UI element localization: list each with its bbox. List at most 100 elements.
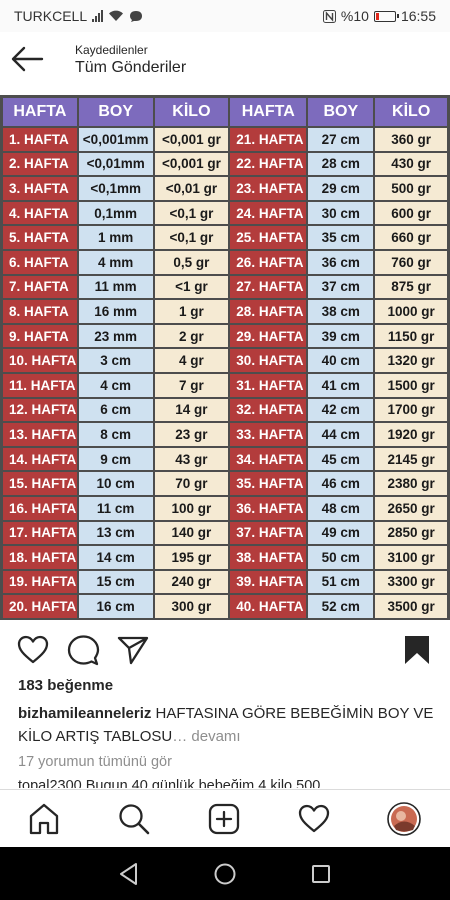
week-cell: 16. HAFTA	[3, 496, 77, 520]
length-cell: 45 cm	[308, 447, 374, 471]
week-cell: 40. HAFTA	[230, 595, 307, 618]
weight-cell: 2 gr	[154, 324, 229, 348]
length-cell: 52 cm	[308, 595, 374, 618]
carrier-name: TURKCELL	[14, 8, 88, 24]
weight-cell: 430 gr	[375, 152, 447, 176]
week-cell: 1. HAFTA	[3, 128, 77, 151]
nav-profile[interactable]	[387, 802, 421, 836]
post-image[interactable]: HAFTA BOY KİLO HAFTA BOY KİLO 1. HAFTA <0…	[0, 95, 450, 620]
length-cell: 40 cm	[308, 349, 374, 372]
week-cell: 26. HAFTA	[230, 250, 307, 274]
length-cell: 11 cm	[78, 496, 153, 520]
length-cell: <0,001mm	[78, 128, 153, 151]
weight-cell: 2145 gr	[375, 447, 447, 471]
length-cell: 48 cm	[308, 496, 374, 520]
length-cell: 35 cm	[308, 226, 374, 249]
weight-cell: 4 gr	[154, 349, 229, 372]
system-nav-bar	[0, 847, 450, 900]
weight-cell: 23 gr	[154, 423, 229, 446]
comment-button[interactable]	[66, 633, 100, 667]
length-cell: 3 cm	[78, 349, 153, 372]
week-cell: 7. HAFTA	[3, 275, 77, 299]
share-button[interactable]	[116, 633, 150, 667]
week-cell: 11. HAFTA	[3, 373, 77, 397]
nav-search[interactable]	[117, 802, 151, 836]
save-button[interactable]	[402, 633, 436, 667]
weight-cell: 3500 gr	[375, 595, 447, 618]
nav-activity[interactable]	[297, 802, 331, 836]
likes-count[interactable]: 183 beğenme	[18, 677, 114, 694]
add-post-icon	[208, 803, 240, 835]
growth-table: HAFTA BOY KİLO HAFTA BOY KİLO 1. HAFTA <0…	[1, 96, 449, 620]
like-button[interactable]	[16, 633, 50, 667]
table-row: 16. HAFTA 11 cm 100 gr 36. HAFTA 48 cm 2650 g…	[3, 496, 447, 520]
week-cell: 34. HAFTA	[230, 447, 307, 471]
column-header: HAFTA	[230, 98, 307, 126]
system-home-button[interactable]	[212, 861, 238, 887]
length-cell: 49 cm	[308, 521, 374, 545]
weight-cell: <1 gr	[154, 275, 229, 299]
weight-cell: 1000 gr	[375, 300, 447, 323]
heart-icon	[17, 635, 49, 664]
length-cell: 1 mm	[78, 226, 153, 249]
table-row: 2. HAFTA <0,01mm <0,001 gr 22. HAFTA 28 cm 43…	[3, 152, 447, 176]
week-cell: 29. HAFTA	[230, 324, 307, 348]
weight-cell: 875 gr	[375, 275, 447, 299]
weight-cell: 1500 gr	[375, 373, 447, 397]
week-cell: 33. HAFTA	[230, 423, 307, 446]
weight-cell: 2850 gr	[375, 521, 447, 545]
caption-username[interactable]: bizhamileanneleriz	[18, 705, 152, 722]
header-title: Tüm Gönderiler	[75, 59, 187, 76]
table-row: 1. HAFTA <0,001mm <0,001 gr 21. HAFTA 27 cm 3…	[3, 128, 447, 151]
weight-cell: 760 gr	[375, 250, 447, 274]
length-cell: 6 cm	[78, 398, 153, 422]
view-all-comments-link[interactable]: 17 yorumun tümünü gör	[18, 754, 172, 770]
table-row: 18. HAFTA 14 cm 195 gr 38. HAFTA 50 cm 3100 g…	[3, 546, 447, 569]
table-row: 9. HAFTA 23 mm 2 gr 29. HAFTA 39 cm 1150 gr	[3, 324, 447, 348]
weight-cell: 240 gr	[154, 570, 229, 594]
weight-cell: 500 gr	[375, 177, 447, 200]
bottom-nav	[0, 789, 450, 847]
more-link[interactable]: … devamı	[172, 728, 241, 745]
table-row: 11. HAFTA 4 cm 7 gr 31. HAFTA 41 cm 1500 gr	[3, 373, 447, 397]
length-cell: 28 cm	[308, 152, 374, 176]
weight-cell: 660 gr	[375, 226, 447, 249]
week-cell: 38. HAFTA	[230, 546, 307, 569]
weight-cell: 360 gr	[375, 128, 447, 151]
system-recents-button[interactable]	[308, 861, 334, 887]
weight-cell: 600 gr	[375, 201, 447, 225]
column-header: BOY	[78, 98, 153, 126]
weight-cell: 3100 gr	[375, 546, 447, 569]
length-cell: 11 mm	[78, 275, 153, 299]
week-cell: 12. HAFTA	[3, 398, 77, 422]
length-cell: <0,01mm	[78, 152, 153, 176]
week-cell: 28. HAFTA	[230, 300, 307, 323]
week-cell: 24. HAFTA	[230, 201, 307, 225]
week-cell: 13. HAFTA	[3, 423, 77, 446]
table-row: 17. HAFTA 13 cm 140 gr 37. HAFTA 49 cm 2850 g…	[3, 521, 447, 545]
comment-preview: topal2300 Bugun 40 günlük bebeğim 4 kilo…	[18, 778, 321, 788]
nav-new-post[interactable]	[207, 802, 241, 836]
length-cell: 14 cm	[78, 546, 153, 569]
length-cell: 10 cm	[78, 472, 153, 495]
length-cell: 38 cm	[308, 300, 374, 323]
system-back-button[interactable]	[116, 861, 142, 887]
week-cell: 15. HAFTA	[3, 472, 77, 495]
weight-cell: <0,001 gr	[154, 152, 229, 176]
week-cell: 18. HAFTA	[3, 546, 77, 569]
week-cell: 5. HAFTA	[3, 226, 77, 249]
battery-icon	[373, 10, 399, 22]
length-cell: 16 cm	[78, 595, 153, 618]
post-actions	[0, 625, 450, 675]
length-cell: 39 cm	[308, 324, 374, 348]
nav-home[interactable]	[27, 802, 61, 836]
length-cell: 51 cm	[308, 570, 374, 594]
column-header: KİLO	[154, 98, 229, 126]
weight-cell: 70 gr	[154, 472, 229, 495]
length-cell: 9 cm	[78, 447, 153, 471]
search-icon	[119, 804, 150, 835]
nfc-icon	[322, 9, 336, 23]
back-button[interactable]	[10, 44, 50, 78]
table-row: 8. HAFTA 16 mm 1 gr 28. HAFTA 38 cm 1000 gr	[3, 300, 447, 323]
table-row: 14. HAFTA 9 cm 43 gr 34. HAFTA 45 cm 2145 gr	[3, 447, 447, 471]
